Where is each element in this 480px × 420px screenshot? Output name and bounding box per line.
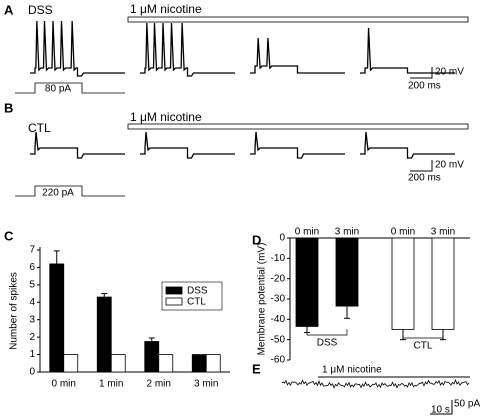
bar — [63, 354, 79, 373]
y-tick-label: -40 — [271, 314, 286, 325]
y-tick-label: 0 — [29, 367, 35, 378]
scale-bar — [410, 67, 433, 79]
treatment-label: 1 μM nicotine — [130, 110, 202, 124]
voltage-trace — [30, 131, 125, 159]
x-tick-label: 0 min — [391, 227, 415, 238]
panel-label: C — [4, 228, 14, 243]
bar — [295, 237, 319, 327]
bar — [110, 354, 126, 373]
y-tick-label: 7 — [29, 245, 35, 256]
panel-label: D — [252, 232, 261, 247]
x-tick-label: 3 min — [194, 379, 218, 390]
treatment-bar — [127, 123, 469, 130]
bar — [335, 237, 359, 307]
stimulus-label: 220 pA — [42, 188, 74, 199]
y-tick-label: -30 — [271, 294, 286, 305]
y-tick-label: 0 — [279, 233, 285, 244]
group-bracket — [402, 332, 444, 339]
x-tick-label: 2 min — [147, 379, 171, 390]
x-tick-label: 3 min — [431, 227, 455, 238]
current-trace — [281, 379, 470, 389]
panel-label: A — [4, 2, 14, 17]
stimulus-protocol — [15, 185, 125, 197]
scale-label: 200 ms — [408, 173, 441, 184]
scale-bar — [410, 160, 433, 172]
voltage-trace — [360, 131, 455, 159]
treatment-label: 1 μM nicotine — [322, 365, 382, 376]
y-axis-label: Membrane potential (mV) — [257, 243, 268, 356]
voltage-trace — [30, 20, 125, 77]
scale-label: 20 mV — [435, 160, 464, 171]
bar — [431, 237, 455, 330]
treatment-label: 1 μM nicotine — [130, 2, 202, 16]
y-tick-label: -20 — [271, 273, 286, 284]
bar — [205, 354, 221, 373]
y-tick-label: -50 — [271, 334, 286, 345]
y-tick-label: 3 — [29, 314, 35, 325]
bar — [391, 237, 415, 330]
group-label: CTL — [28, 121, 51, 135]
voltage-trace — [250, 131, 345, 159]
legend-label: CTL — [187, 297, 206, 308]
legend-swatch — [165, 297, 183, 306]
y-tick-label: -10 — [271, 253, 286, 264]
group-label: DSS — [28, 3, 53, 17]
legend-swatch — [165, 286, 183, 295]
y-tick-label: 1 — [29, 349, 35, 360]
bar — [191, 354, 207, 373]
x-tick-label: 0 min — [295, 227, 319, 238]
voltage-trace — [250, 37, 345, 74]
scale-label: 10 s — [431, 405, 450, 416]
scale-bar — [430, 400, 453, 415]
scale-label: 20 mV — [435, 67, 464, 78]
y-tick-label: 2 — [29, 332, 35, 343]
y-tick-label: 5 — [29, 279, 35, 290]
x-tick-label: 1 min — [99, 379, 123, 390]
group-label: DSS — [317, 338, 338, 349]
voltage-trace — [140, 131, 235, 159]
scale-label: 200 ms — [408, 81, 441, 92]
bar — [96, 296, 112, 373]
y-tick-label: 4 — [29, 297, 35, 308]
voltage-trace — [140, 22, 235, 77]
stimulus-label: 80 pA — [45, 84, 71, 95]
bar — [158, 354, 174, 373]
legend-label: DSS — [187, 286, 208, 297]
y-tick-label: -60 — [271, 355, 286, 366]
y-tick-label: 6 — [29, 262, 35, 273]
bar — [49, 263, 65, 373]
group-bracket — [306, 329, 348, 336]
x-tick-label: 0 min — [52, 379, 76, 390]
stimulus-protocol — [15, 82, 125, 94]
x-tick-label: 3 min — [335, 227, 359, 238]
voltage-trace — [360, 27, 455, 74]
panel-label: E — [252, 361, 261, 376]
scale-label: 50 pA — [454, 399, 480, 410]
bar — [144, 341, 160, 373]
y-axis-label: Number of spikes — [9, 272, 20, 350]
group-label: CTL — [414, 341, 433, 352]
panel-label: B — [4, 100, 13, 115]
treatment-bar — [127, 16, 469, 23]
